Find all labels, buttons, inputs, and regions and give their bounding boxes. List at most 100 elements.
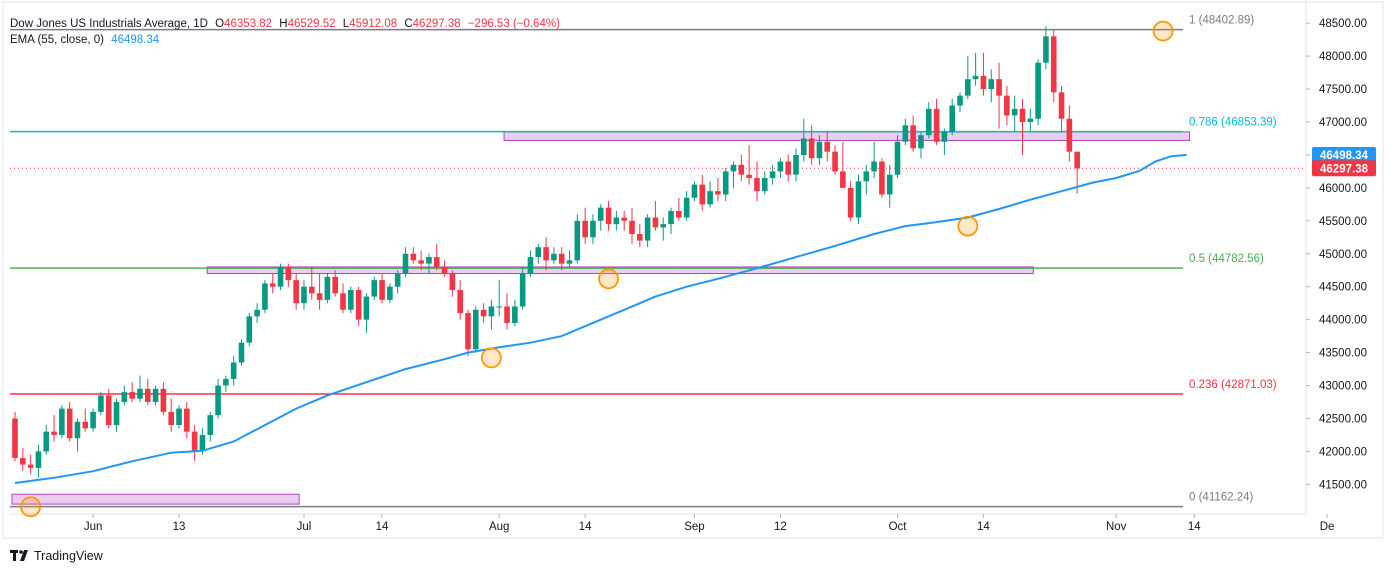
- candle-down[interactable]: [269, 283, 276, 287]
- candle-up[interactable]: [551, 253, 557, 261]
- candle-down[interactable]: [457, 290, 463, 314]
- candle-down[interactable]: [12, 418, 18, 458]
- candle-down[interactable]: [1004, 95, 1010, 116]
- candle-down[interactable]: [629, 220, 635, 234]
- candle-up[interactable]: [137, 388, 143, 399]
- candle-up[interactable]: [74, 421, 81, 439]
- candle-up[interactable]: [683, 197, 690, 218]
- candle-up[interactable]: [230, 362, 237, 379]
- candle-down[interactable]: [582, 220, 588, 238]
- candle-up[interactable]: [769, 171, 776, 178]
- candle-down[interactable]: [340, 293, 346, 310]
- candle-up[interactable]: [1035, 62, 1041, 119]
- candle-up[interactable]: [1043, 36, 1049, 63]
- candle-up[interactable]: [254, 309, 260, 317]
- candle-up[interactable]: [426, 257, 432, 264]
- candle-up[interactable]: [816, 141, 823, 159]
- candle-up[interactable]: [894, 141, 901, 175]
- candle-up[interactable]: [566, 260, 573, 264]
- candle-down[interactable]: [449, 273, 456, 290]
- candle-up[interactable]: [207, 415, 214, 435]
- candle-up[interactable]: [387, 286, 393, 300]
- candle-down[interactable]: [996, 79, 1002, 96]
- candle-down[interactable]: [465, 313, 471, 350]
- candle-down[interactable]: [1066, 118, 1073, 152]
- candle-up[interactable]: [613, 217, 620, 225]
- candle-down[interactable]: [910, 125, 916, 149]
- support-resistance-zone[interactable]: [503, 131, 1190, 141]
- swing-marker[interactable]: [1152, 20, 1174, 42]
- candle-down[interactable]: [168, 411, 174, 426]
- candle-up[interactable]: [43, 431, 50, 452]
- candle-up[interactable]: [941, 131, 948, 142]
- support-resistance-zone[interactable]: [206, 266, 1034, 275]
- candle-down[interactable]: [144, 388, 151, 402]
- candle-down[interactable]: [379, 280, 385, 300]
- candle-down[interactable]: [191, 431, 198, 452]
- candle-down[interactable]: [637, 234, 643, 241]
- candle-up[interactable]: [660, 224, 667, 228]
- candle-down[interactable]: [480, 309, 487, 317]
- candle-up[interactable]: [527, 257, 534, 274]
- candle-down[interactable]: [433, 257, 440, 267]
- candle-down[interactable]: [51, 431, 57, 435]
- swing-marker[interactable]: [481, 347, 502, 369]
- candle-up[interactable]: [121, 392, 128, 402]
- candle-up[interactable]: [472, 309, 479, 350]
- candle-up[interactable]: [371, 280, 378, 297]
- candle-down[interactable]: [293, 280, 299, 304]
- candle-up[interactable]: [886, 174, 893, 195]
- candle-up[interactable]: [597, 207, 604, 221]
- candle-down[interactable]: [316, 293, 323, 300]
- candle-up[interactable]: [238, 342, 245, 363]
- candle-down[interactable]: [332, 276, 339, 294]
- candle-down[interactable]: [105, 395, 112, 426]
- candle-up[interactable]: [394, 273, 401, 287]
- candle-up[interactable]: [722, 171, 729, 195]
- candle-down[interactable]: [543, 247, 549, 261]
- candle-up[interactable]: [574, 220, 581, 261]
- candle-up[interactable]: [691, 184, 698, 198]
- candle-up[interactable]: [199, 434, 206, 452]
- candle-down[interactable]: [308, 286, 315, 294]
- candle-up[interactable]: [348, 290, 354, 310]
- candle-down[interactable]: [832, 151, 838, 172]
- candle-down[interactable]: [1019, 108, 1026, 122]
- candle-up[interactable]: [793, 154, 799, 175]
- candle-down[interactable]: [184, 408, 190, 432]
- candle-up[interactable]: [918, 135, 924, 149]
- candle-up[interactable]: [988, 79, 995, 90]
- candle-up[interactable]: [90, 411, 96, 429]
- swing-marker[interactable]: [957, 215, 979, 237]
- swing-marker[interactable]: [20, 496, 42, 518]
- candle-up[interactable]: [965, 79, 971, 96]
- candle-down[interactable]: [738, 164, 745, 175]
- candle-up[interactable]: [176, 408, 182, 426]
- candle-up[interactable]: [402, 253, 409, 274]
- candle-up[interactable]: [777, 161, 784, 172]
- candle-down[interactable]: [441, 266, 448, 274]
- candle-up[interactable]: [925, 108, 932, 136]
- candle-down[interactable]: [785, 161, 791, 175]
- support-resistance-zone[interactable]: [11, 493, 300, 505]
- candle-down[interactable]: [605, 207, 612, 225]
- candle-down[interactable]: [808, 138, 815, 159]
- candle-down[interactable]: [1074, 151, 1080, 169]
- candle-down[interactable]: [746, 174, 752, 178]
- candle-down[interactable]: [847, 187, 854, 218]
- candle-down[interactable]: [824, 141, 831, 152]
- candle-up[interactable]: [59, 408, 65, 435]
- candle-up[interactable]: [246, 316, 253, 343]
- candle-up[interactable]: [519, 273, 526, 307]
- candle-down[interactable]: [504, 306, 510, 323]
- candle-up[interactable]: [730, 164, 737, 172]
- tradingview-brand[interactable]: TradingView: [10, 549, 103, 563]
- candle-up[interactable]: [1027, 118, 1034, 122]
- candle-down[interactable]: [558, 253, 565, 264]
- candle-up[interactable]: [113, 402, 120, 426]
- candle-down[interactable]: [82, 421, 89, 429]
- candle-up[interactable]: [644, 217, 651, 241]
- candle-up[interactable]: [98, 395, 104, 412]
- candle-up[interactable]: [863, 171, 870, 182]
